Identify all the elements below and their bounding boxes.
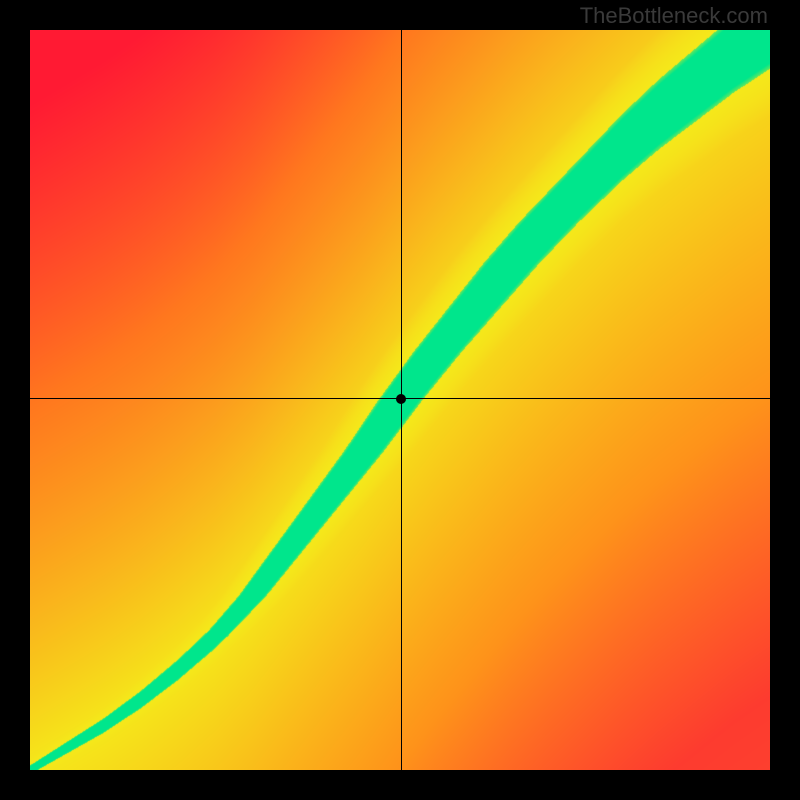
chart-outer-frame: TheBottleneck.com <box>0 0 800 800</box>
watermark-text: TheBottleneck.com <box>580 3 768 29</box>
heatmap-plot-area <box>30 30 770 770</box>
marker-dot <box>396 394 406 404</box>
